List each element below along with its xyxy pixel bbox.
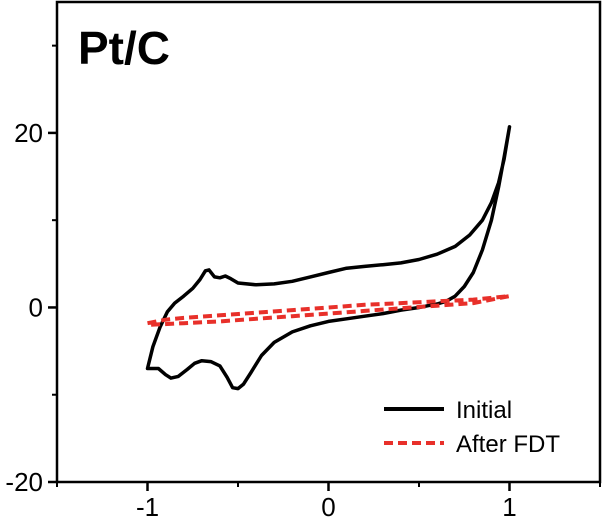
series-layer [145,125,512,391]
y-tick-label: 20 [14,118,43,148]
plot-border [55,0,602,484]
legend: Initial After FDT [384,397,560,458]
legend-label-after-fdt: After FDT [456,431,560,458]
tick-layer: -1 0 1 20 0 -20 [5,44,601,521]
series-line-initial [145,125,512,391]
x-tick-label: 0 [321,492,335,521]
series-line-after-fdt [147,294,512,327]
x-tick-label: 1 [502,492,516,521]
legend-label-initial: Initial [456,397,512,424]
x-tick-label: -1 [136,492,159,521]
panel-label: Pt/C [78,22,170,74]
plot-frame [55,0,602,484]
y-tick-label: -20 [5,467,43,497]
y-tick-label: 0 [29,292,43,322]
